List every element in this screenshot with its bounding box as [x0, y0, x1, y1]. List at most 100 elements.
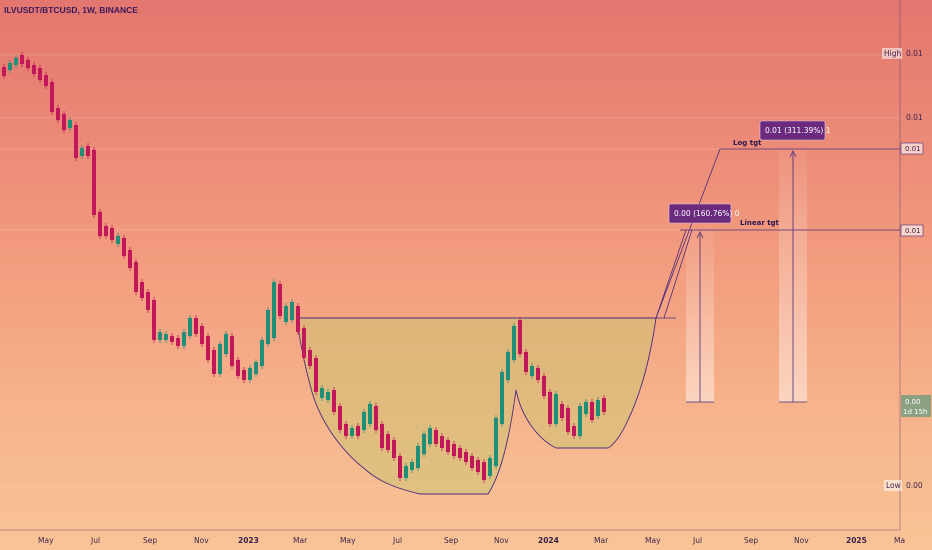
candle — [164, 331, 168, 343]
candle — [410, 459, 414, 473]
candle — [524, 349, 528, 375]
candle — [200, 323, 204, 347]
candle — [374, 403, 378, 433]
candle — [62, 111, 66, 133]
candle — [554, 391, 558, 427]
candle — [434, 427, 438, 447]
candle — [122, 235, 126, 259]
x-tick: Sep — [143, 536, 157, 545]
candle — [512, 323, 516, 363]
x-tick: Mar — [594, 536, 609, 545]
candle — [2, 64, 6, 79]
candle — [458, 445, 462, 461]
log-tgt-badge — [900, 142, 924, 155]
candle — [188, 315, 192, 339]
x-tick: May — [38, 536, 54, 545]
candle — [380, 421, 384, 451]
candle — [332, 387, 336, 415]
current-countdown: 1d 15h — [903, 408, 927, 416]
candle — [38, 65, 42, 83]
candle — [362, 409, 366, 433]
candle — [488, 455, 492, 479]
candle — [302, 325, 306, 361]
candle — [266, 307, 270, 347]
candle — [158, 329, 162, 343]
current-price-badge — [901, 395, 931, 417]
x-tick: Sep — [444, 536, 458, 545]
candle — [134, 259, 138, 295]
candle — [80, 145, 84, 159]
candle — [368, 401, 372, 427]
x-tick: Mar — [293, 536, 308, 545]
candle — [116, 233, 120, 247]
candle — [452, 441, 456, 459]
candle — [518, 317, 522, 357]
candle — [350, 425, 354, 439]
linear-tgt-price: 0.01 — [905, 227, 921, 235]
candle — [170, 333, 174, 345]
chart-title: ILVUSDT/BTCUSD, 1W, BINANCE — [4, 5, 138, 15]
candle — [182, 329, 186, 349]
candle — [50, 79, 54, 115]
svg-text:0.01 (311.39%) 1: 0.01 (311.39%) 1 — [765, 126, 831, 135]
log-tgt-price: 0.01 — [905, 145, 921, 153]
candle — [320, 385, 324, 401]
candle — [98, 209, 102, 239]
candle — [218, 341, 222, 377]
candle — [56, 105, 60, 123]
candle — [212, 347, 216, 377]
candle — [104, 223, 108, 239]
current-price: 0.00 — [905, 398, 921, 406]
price-scale: High 0.01 0.01 0.01 0.01 0.00 1d 15h Low… — [882, 48, 931, 491]
x-axis: May Jul Sep Nov 2023 Mar May Jul Sep Nov… — [38, 536, 905, 545]
candle — [572, 423, 576, 439]
candle — [260, 337, 264, 369]
candle — [206, 333, 210, 363]
x-tick: Sep — [744, 536, 758, 545]
candle — [398, 453, 402, 481]
candle — [74, 122, 78, 161]
candle — [482, 459, 486, 483]
low-value: 0.00 — [906, 481, 923, 490]
candle — [32, 62, 36, 77]
candle — [404, 463, 408, 481]
candle — [494, 415, 498, 469]
candle — [566, 405, 570, 435]
candle — [176, 335, 180, 349]
candle — [500, 369, 504, 427]
candle — [224, 331, 228, 357]
x-tick: 2025 — [846, 536, 867, 545]
candle — [476, 457, 480, 475]
measurement-lines — [655, 148, 900, 403]
measure-box-log: 0.01 (311.39%) 1 — [759, 120, 831, 141]
candle — [14, 55, 18, 68]
candle — [392, 437, 396, 461]
candle — [8, 60, 12, 73]
candle — [428, 425, 432, 447]
candle — [422, 431, 426, 457]
candle — [506, 349, 510, 383]
candle — [326, 389, 330, 403]
candle — [536, 365, 540, 383]
candle — [464, 449, 468, 465]
x-tick: Jul — [392, 536, 402, 545]
price-tick-1: 0.01 — [906, 113, 923, 122]
candle — [284, 303, 288, 325]
candle — [68, 117, 72, 131]
candle — [446, 437, 450, 455]
candle — [236, 357, 240, 379]
candle — [296, 303, 300, 335]
candle — [110, 225, 114, 243]
candle — [194, 315, 198, 337]
x-tick: Nov — [794, 536, 809, 545]
x-tick: May — [645, 536, 661, 545]
candle — [584, 399, 588, 417]
candle — [386, 431, 390, 453]
candle — [290, 299, 294, 323]
linear-target-label: Linear tgt — [740, 219, 780, 227]
linear-tgt-badge — [900, 224, 924, 237]
candle — [140, 279, 144, 301]
candle — [146, 289, 150, 313]
candle — [92, 147, 96, 218]
